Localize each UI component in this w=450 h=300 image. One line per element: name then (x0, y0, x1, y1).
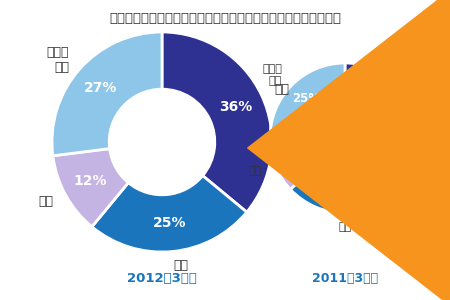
Wedge shape (92, 176, 247, 252)
Text: 2012年3月期: 2012年3月期 (127, 272, 197, 284)
Text: 12%: 12% (279, 152, 307, 165)
Text: 日本: 日本 (174, 259, 189, 272)
Wedge shape (52, 32, 162, 156)
Text: 欧州: 欧州 (427, 98, 440, 108)
Text: 北米: 北米 (249, 166, 262, 176)
Wedge shape (345, 63, 420, 189)
Text: その他
地域: その他 地域 (262, 64, 282, 86)
Text: 持分法適用会社も含む当社グループの販売先別ビジネスウェイト: 持分法適用会社も含む当社グループの販売先別ビジネスウェイト (109, 12, 341, 25)
Text: 25%: 25% (153, 216, 186, 230)
Text: 日本: 日本 (338, 222, 351, 232)
Text: 12%: 12% (74, 174, 108, 188)
Text: 27%: 27% (84, 81, 117, 95)
Text: 37%: 37% (382, 110, 410, 122)
Text: 25%: 25% (292, 92, 320, 105)
Wedge shape (290, 163, 400, 213)
Text: その他
地域: その他 地域 (46, 46, 69, 74)
Text: 欧州: 欧州 (274, 83, 289, 96)
Text: 北米: 北米 (38, 195, 54, 208)
Wedge shape (270, 138, 319, 189)
Text: 36%: 36% (219, 100, 252, 114)
Wedge shape (162, 32, 272, 212)
Text: 2011年3月期: 2011年3月期 (312, 272, 378, 284)
Text: 26%: 26% (331, 187, 359, 200)
Wedge shape (53, 148, 128, 227)
Wedge shape (270, 63, 345, 138)
